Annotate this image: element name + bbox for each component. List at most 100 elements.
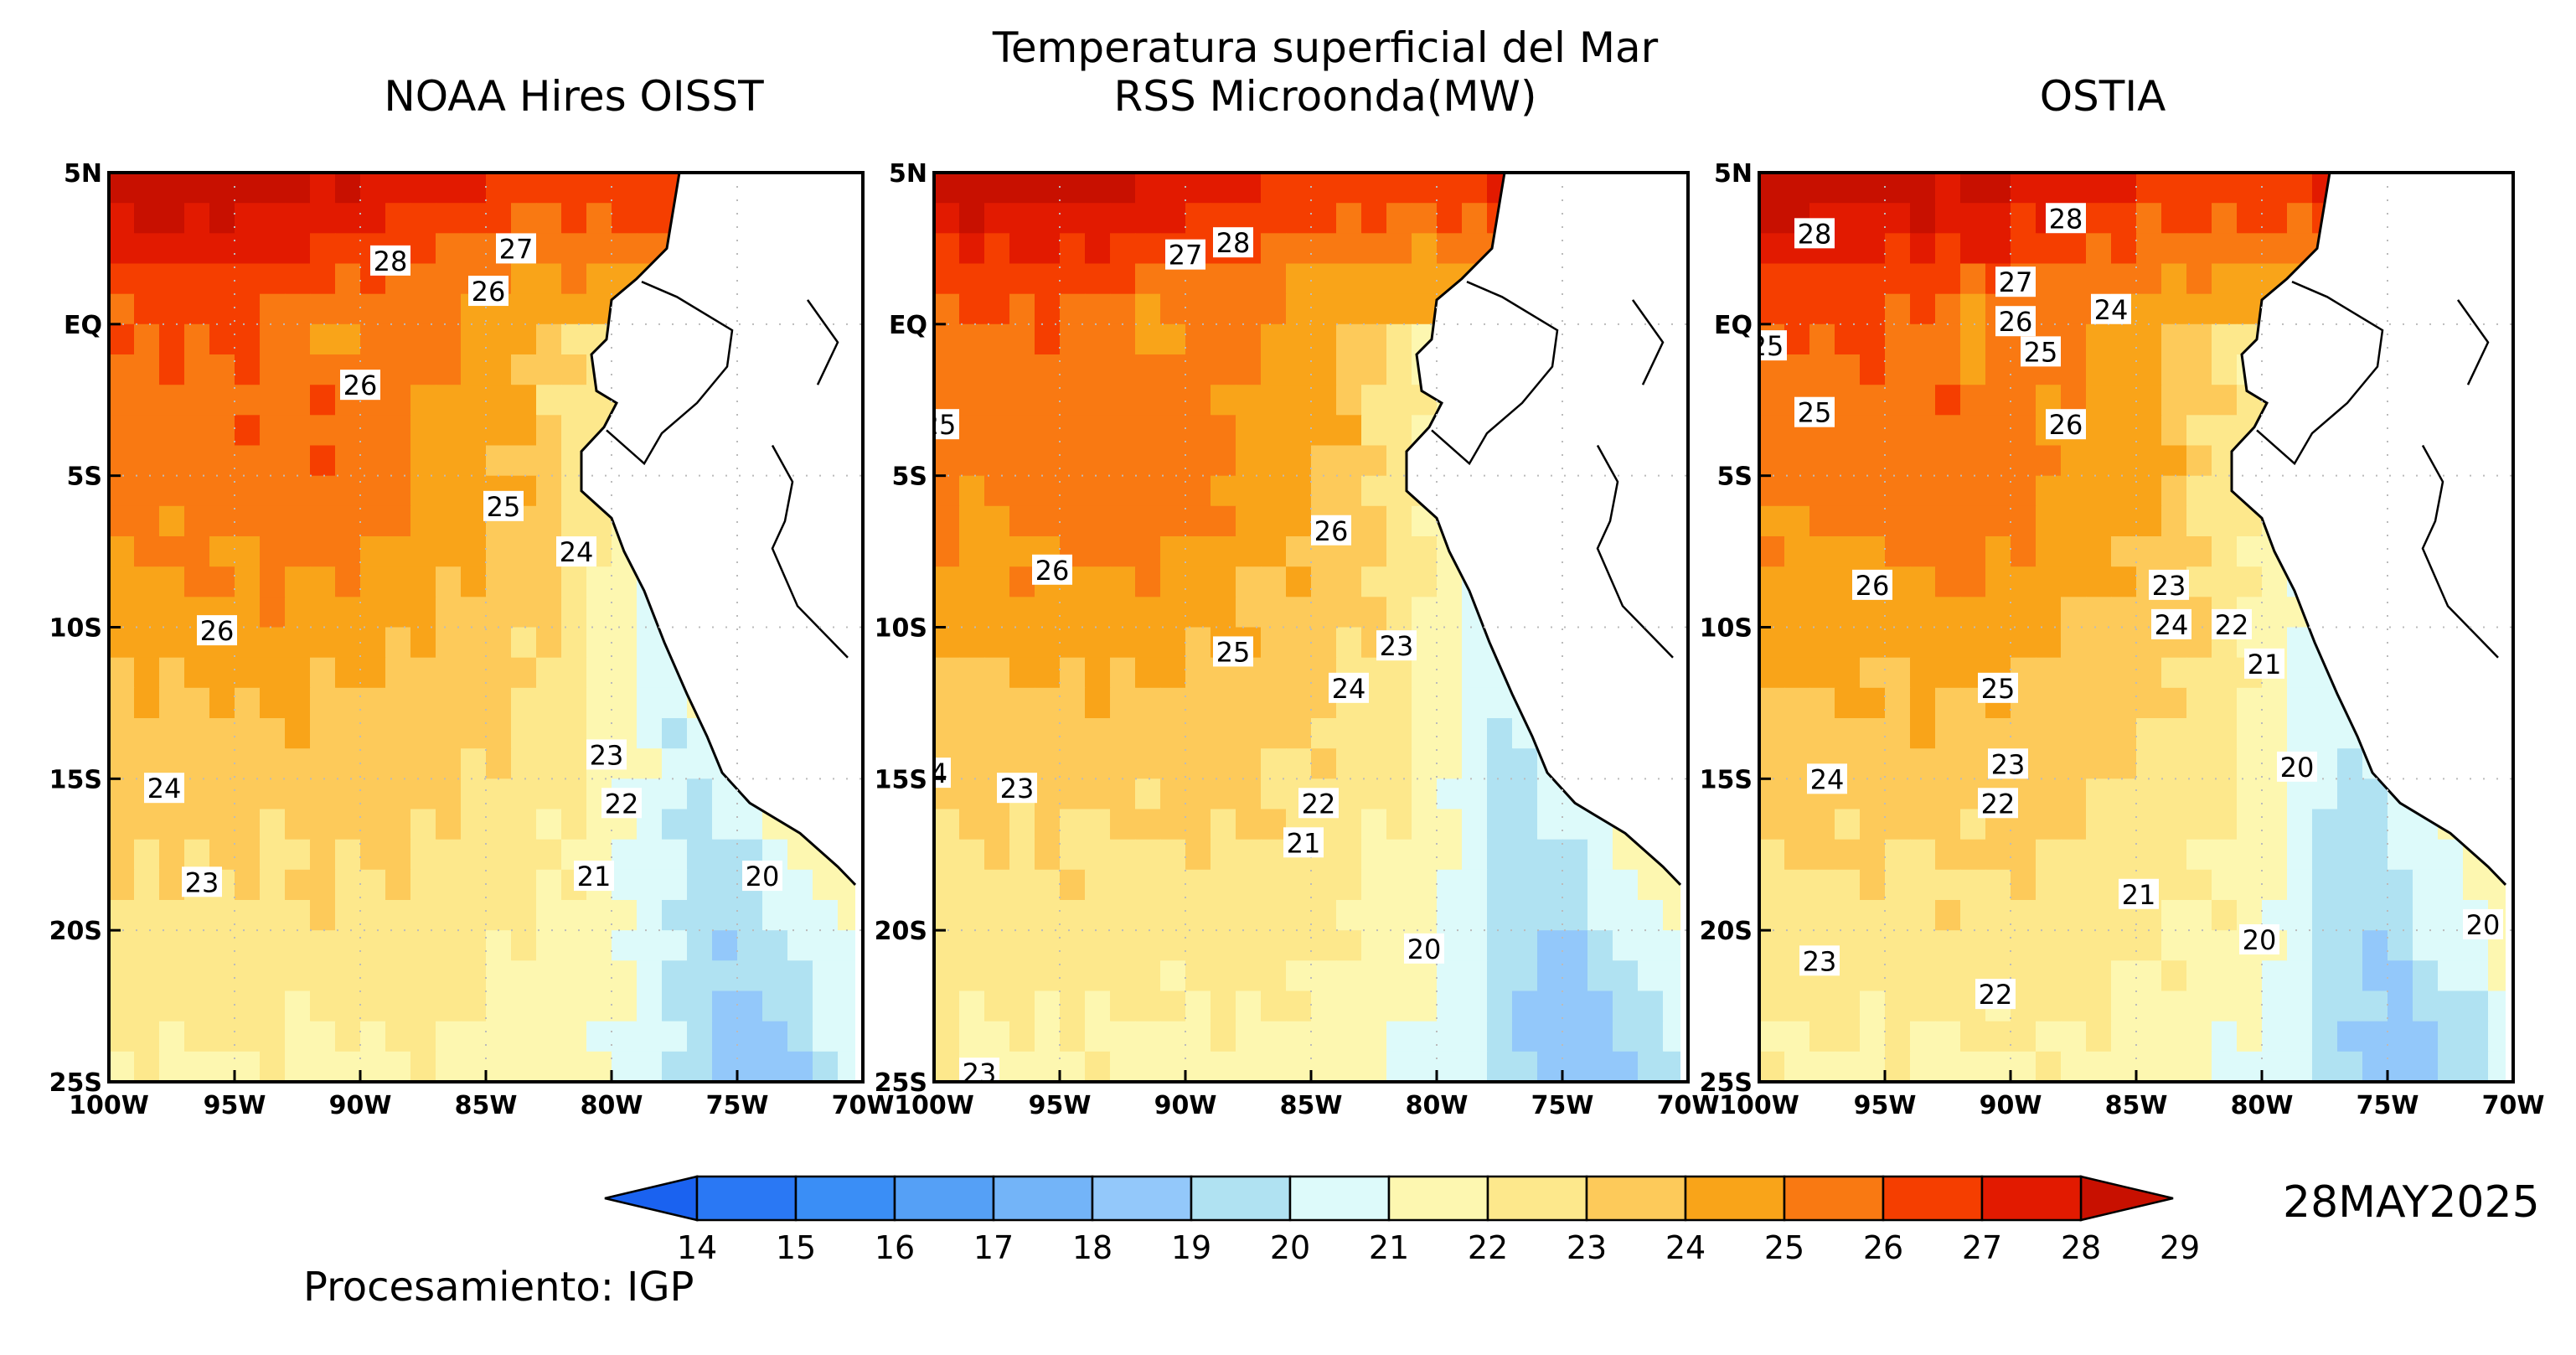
contour-label: 20 (2280, 752, 2315, 784)
contour-label-box (197, 615, 237, 646)
contour-label: 22 (1979, 979, 2013, 1011)
colorbar-label: 22 (1468, 1229, 1508, 1266)
contour-label-box (1165, 239, 1205, 270)
colorbar-label: 25 (1764, 1229, 1804, 1266)
contour-label: 22 (605, 788, 639, 820)
x-tick-label: 90W (329, 1091, 392, 1120)
y-tick-label: 10S (875, 614, 927, 644)
contour-label-box (1298, 788, 1339, 819)
colorbar-label: 24 (1665, 1229, 1706, 1266)
contour-label-box (483, 490, 524, 521)
y-tick-label: 15S (875, 765, 927, 794)
contour-label-box (182, 866, 222, 897)
colorbar-swatch (1387, 1175, 1489, 1222)
contour-label: 28 (1216, 227, 1251, 259)
colorbar-swatch (1783, 1175, 1885, 1222)
contour-label-box (556, 536, 596, 567)
contour-label-box (742, 861, 782, 892)
contour-label: 22 (2215, 609, 2249, 641)
country-border (606, 281, 734, 466)
contour-label-box (2151, 608, 2191, 639)
country-border (1596, 444, 1674, 659)
colorbar-label: 18 (1072, 1229, 1112, 1266)
colorbar-label: 16 (875, 1229, 915, 1266)
contour-label: 23 (590, 739, 624, 771)
colorbar-label: 27 (1962, 1229, 2002, 1266)
colorbar-low-arrow (604, 1175, 699, 1222)
y-tick-label: 10S (49, 614, 102, 644)
contour-label: 26 (200, 615, 235, 647)
x-tick-label: 95W (1029, 1091, 1092, 1120)
x-tick-label: 70W (2482, 1091, 2545, 1120)
country-border (2256, 281, 2384, 466)
x-tick-label: 85W (455, 1091, 518, 1120)
y-tick-label: 5S (67, 463, 102, 492)
y-tick-label: 25S (875, 1068, 927, 1098)
x-tick-label: 70W (1657, 1091, 1720, 1120)
y-tick-label: EQ (1714, 311, 1753, 340)
contour-label-box (1978, 672, 2018, 703)
colorbar-swatch (794, 1175, 896, 1222)
contour-label-box (1799, 945, 1840, 976)
contour-label: 25 (487, 491, 521, 523)
figure-title: Temperatura superficial del Mar (992, 23, 1659, 72)
coastline (2230, 173, 2507, 886)
x-tick-label: 95W (204, 1091, 266, 1120)
country-border (771, 444, 849, 659)
country-border (1631, 299, 1665, 385)
contour-label: 24 (147, 773, 182, 804)
x-tick-label: 75W (706, 1091, 769, 1120)
sst-field: 28 27 26 26 25 24 26 23 22 24 21 23 20 (109, 173, 863, 1082)
x-tick-label: 90W (1980, 1091, 2042, 1120)
colorbar-swatch (1882, 1175, 1984, 1222)
colorbar-swatch (1684, 1175, 1786, 1222)
map-panel-1: 28 27 26 26 25 24 26 23 22 24 21 23 20 100W 95W 90W 85W 8… (49, 159, 895, 1120)
contour-label: 21 (1287, 827, 1321, 859)
contour-label-box (370, 245, 410, 276)
contour-label-box (1995, 306, 2036, 337)
contour-label: 25 (922, 409, 957, 441)
contour-label-box (1852, 569, 1892, 600)
x-tick-label: 100W (894, 1091, 974, 1120)
y-tick-label: 5N (64, 159, 102, 189)
country-border (1431, 281, 1559, 466)
colorbar-swatch (992, 1175, 1094, 1222)
contour-label-box (1759, 330, 1787, 361)
contour-label: 20 (2243, 924, 2277, 956)
colorbar-label: 17 (973, 1229, 1014, 1266)
contour-label: 26 (1314, 515, 1349, 547)
contour-label: 27 (1999, 266, 2033, 298)
contour-label: 22 (1981, 788, 2016, 820)
country-border (2456, 299, 2490, 385)
contour-label-box (496, 233, 536, 264)
contour-label-box (1807, 763, 1847, 794)
contour-label: 26 (1999, 306, 2033, 338)
contour-label: 28 (374, 246, 408, 277)
contour-label: 21 (577, 861, 612, 892)
contour-label: 26 (1856, 570, 1890, 602)
coastline (1405, 173, 1682, 886)
colorbar-label: 28 (2061, 1229, 2101, 1266)
colorbar-label: 23 (1567, 1229, 1607, 1266)
contour-label-box (1404, 933, 1444, 964)
x-tick-label: 75W (1531, 1091, 1594, 1120)
y-tick-label: 5S (892, 463, 927, 492)
contour-label-box (601, 788, 642, 819)
contour-label-box (1213, 636, 1253, 667)
y-tick-label: EQ (889, 311, 927, 340)
contour-label-box (1995, 266, 2036, 297)
contour-label-box (997, 773, 1037, 804)
y-tick-label: 15S (49, 765, 102, 794)
contour-label-box (2091, 293, 2131, 324)
colorbar-high-arrow (2079, 1175, 2174, 1222)
country-border (806, 299, 839, 385)
colorbar-swatch (1190, 1175, 1292, 1222)
land-mask (1407, 173, 1688, 1082)
x-tick-label: 80W (2231, 1091, 2294, 1120)
contour-label-box (468, 276, 508, 307)
contour-label-box (2212, 608, 2252, 639)
x-tick-label: 100W (69, 1091, 149, 1120)
